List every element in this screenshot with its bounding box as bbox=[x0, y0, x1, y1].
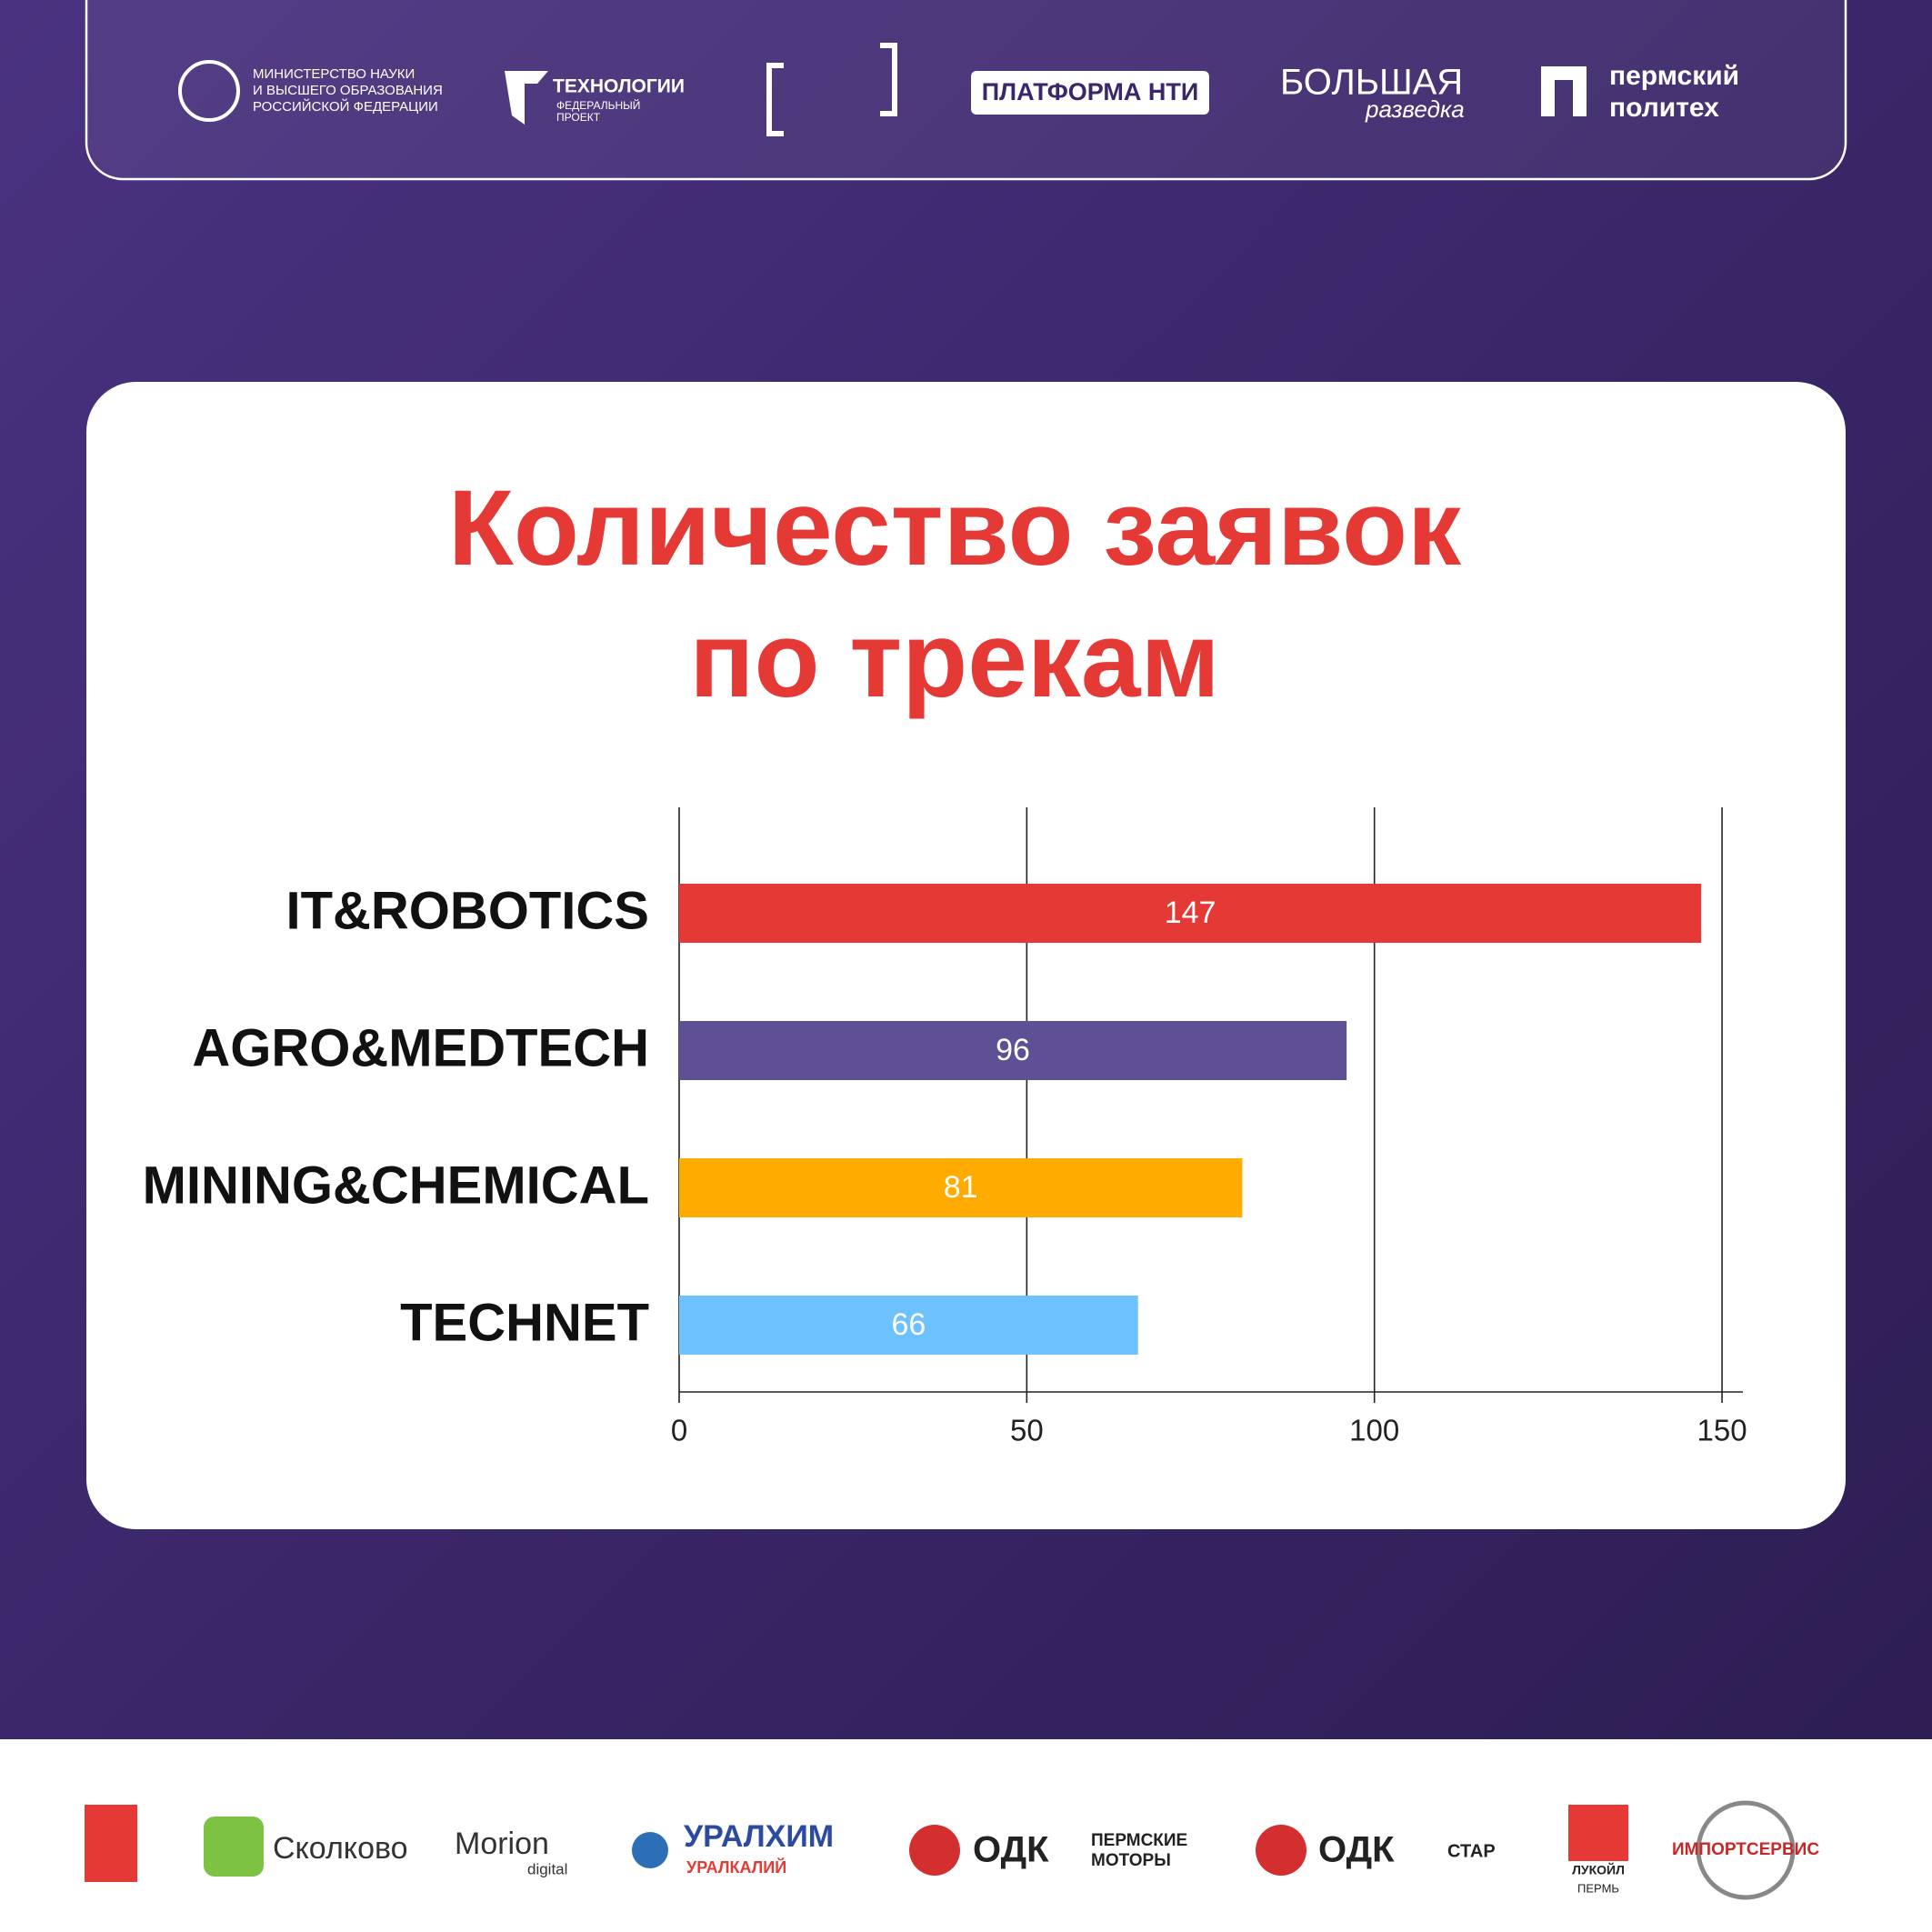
logo-text: ОДК bbox=[1318, 1830, 1395, 1870]
logo-text: ПРОЕКТ bbox=[556, 111, 601, 124]
logo-text: ТЕХНОЛОГИИ bbox=[553, 76, 685, 97]
bar bbox=[679, 884, 1702, 943]
importservice-ring bbox=[1696, 1800, 1796, 1900]
bar bbox=[679, 1021, 1347, 1080]
odk-icon bbox=[909, 1825, 960, 1876]
logo-text: Morion bbox=[455, 1827, 549, 1861]
y-tick-label: MINING&CHEMICAL bbox=[143, 1156, 649, 1215]
y-tick-label: TECHNET bbox=[400, 1293, 649, 1352]
value-label: 66 bbox=[891, 1307, 926, 1342]
value-label: 96 bbox=[996, 1033, 1030, 1067]
value-label: 81 bbox=[944, 1170, 978, 1205]
y-tick-label: AGRO&MEDTECH bbox=[192, 1018, 649, 1077]
logo-text: БОЛЬШАЯ bbox=[1280, 63, 1463, 103]
x-tick-label: 100 bbox=[1349, 1414, 1399, 1447]
chart-card bbox=[86, 382, 1846, 1529]
logo-text: ПЕРМЬ bbox=[1577, 1881, 1619, 1895]
logo-text: политех bbox=[1609, 93, 1719, 123]
tech-icon bbox=[505, 71, 548, 125]
bar bbox=[679, 1296, 1138, 1355]
emblem-icon bbox=[178, 60, 240, 122]
polytech-icon bbox=[1541, 66, 1587, 116]
x-tick-label: 50 bbox=[1010, 1414, 1044, 1447]
y-tick-label: IT&ROBOTICS bbox=[285, 881, 649, 940]
skolkovo-icon bbox=[204, 1817, 264, 1877]
header-frame bbox=[85, 0, 1847, 181]
logo-text: МИНИСТЕРСТВО НАУКИ bbox=[253, 66, 415, 82]
nti-badge bbox=[971, 71, 1209, 115]
logo-text: разведка bbox=[1365, 95, 1465, 123]
uralchem-icon bbox=[632, 1832, 668, 1868]
logo-text: РОССИЙСКОЙ ФЕДЕРАЦИИ bbox=[253, 98, 438, 115]
logo-text: И ВЫСШЕГО ОБРАЗОВАНИЯ bbox=[253, 83, 443, 98]
logo-text: ЛУКОЙЛ bbox=[1572, 1862, 1625, 1877]
logo-text: ПЕРМСКИЕ bbox=[1091, 1831, 1187, 1850]
logo-text: пермский bbox=[1609, 61, 1739, 91]
footer-logos: Сколково Morion digital УРАЛХИМ УРАЛКАЛИ… bbox=[85, 1800, 1819, 1900]
logo-text: ОДК bbox=[973, 1830, 1049, 1870]
odk-icon bbox=[1256, 1825, 1306, 1876]
logo-text: УРАЛХИМ bbox=[684, 1819, 834, 1854]
perm-emblem bbox=[85, 1805, 137, 1882]
bar bbox=[679, 1158, 1243, 1217]
x-tick-label: 0 bbox=[671, 1414, 687, 1447]
chart-title: по трекам bbox=[689, 600, 1220, 720]
logo-text: Сколково bbox=[273, 1831, 408, 1866]
logo-text: УРАЛКАЛИЙ bbox=[686, 1857, 786, 1877]
bracket-icon bbox=[766, 43, 897, 136]
logo-text: СТАР bbox=[1447, 1841, 1496, 1861]
logo-text: МОТОРЫ bbox=[1091, 1851, 1171, 1870]
logo-text: ИМПОРТСЕРВИС bbox=[1672, 1840, 1819, 1859]
logo-text: ФЕДЕРАЛЬНЫЙ bbox=[556, 98, 640, 112]
value-label: 147 bbox=[1165, 896, 1216, 930]
lukoil-icon bbox=[1568, 1805, 1628, 1861]
logo-text: ПЛАТФОРМА НТИ bbox=[982, 78, 1199, 105]
chart-title: Количество заявок bbox=[448, 468, 1462, 588]
header-logos: МИНИСТЕРСТВО НАУКИ И ВЫСШЕГО ОБРАЗОВАНИЯ… bbox=[178, 43, 1739, 136]
logo-text: digital bbox=[527, 1860, 567, 1877]
x-tick-label: 150 bbox=[1697, 1414, 1747, 1447]
